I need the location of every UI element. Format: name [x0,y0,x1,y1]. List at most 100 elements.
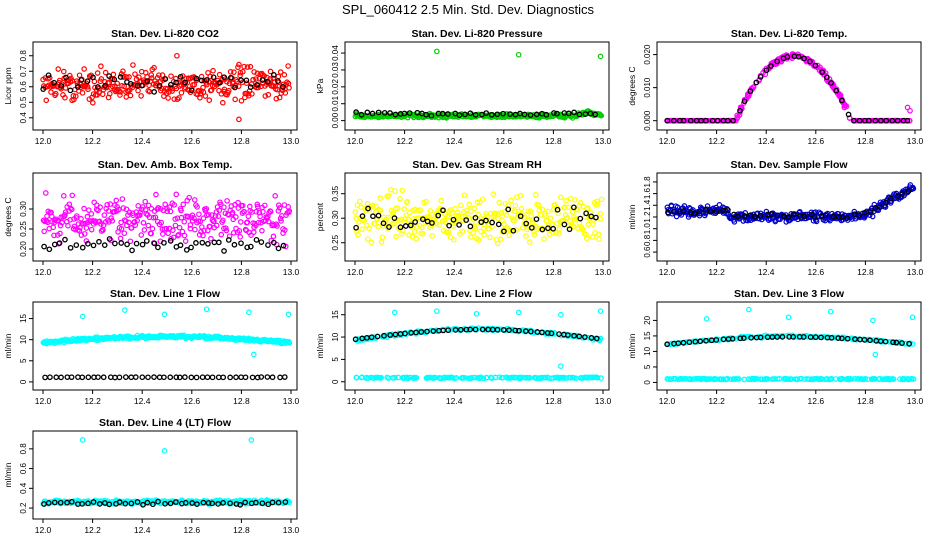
avg-point [364,109,371,116]
data-point [472,225,479,232]
data-point [547,215,554,221]
avg-point [227,500,233,507]
data-point [412,206,418,213]
data-point [241,63,247,70]
x-tick-label: 12.8 [545,136,562,146]
chart-title: Stan. Dev. Sample Flow [730,159,848,171]
y-tick-label: 0.04 [331,45,340,61]
avg-point [402,330,408,337]
outlier-point [746,306,752,313]
data-point [220,99,226,106]
y-tick-label: 0.4 [19,112,28,124]
data-point [275,73,282,80]
data-point [869,213,876,220]
data-point [563,215,570,222]
avg-point [593,214,599,221]
x-tick-label: 12.6 [496,396,513,406]
data-point [448,210,455,216]
avg-point [96,238,102,245]
y-tick-label: 0.6 [19,81,28,93]
data-point [254,201,261,208]
data-point [40,217,47,224]
outlier-point [872,351,879,358]
avg-point [401,110,408,117]
avg-point [664,341,670,348]
chart-panel: Stan. Dev. Amb. Box Temp. 12.0 12.2 12.4 12.… [3,159,300,277]
data-point [687,376,694,383]
data-point [386,193,392,199]
data-point [53,90,59,97]
data-point [145,202,152,209]
avg-point [828,334,835,341]
data-point [469,375,475,381]
data-point [366,225,372,232]
avg-point [812,214,818,220]
data-point [98,63,104,70]
avg-point [551,110,557,116]
avg-point [835,214,842,220]
x-tick-label: 12.8 [857,396,874,406]
avg-point [807,58,813,65]
data-point [163,225,170,232]
avg-point [359,213,366,219]
data-point [161,93,167,99]
data-point [181,218,188,225]
x-tick-label: 12.2 [396,267,413,277]
data-point [555,210,561,217]
y-tick-label: 0.03 [331,62,340,78]
data-point [233,214,239,220]
avg-point [583,210,589,217]
data-point [569,209,576,215]
data-point [68,206,75,213]
avg-point [381,332,387,339]
data-point [842,102,848,108]
y-tick-label: 0.010 [643,77,652,98]
data-point [594,201,601,207]
data-point [572,196,578,203]
data-point [244,219,251,226]
avg-point [456,112,463,118]
avg-point [458,326,464,333]
avg-point [737,335,744,342]
outlier-point [597,53,604,60]
avg-point [893,339,900,346]
avg-point [151,89,158,95]
avg-point [167,500,174,507]
data-point [597,216,604,222]
avg-point [800,334,807,340]
data-point [164,208,171,215]
avg-point [488,111,495,118]
y-axis-label: ml/min [315,333,325,358]
data-point [446,214,452,220]
outlier-point [558,363,564,369]
avg-point [528,224,535,231]
data-point [62,212,68,218]
data-point [490,191,497,197]
data-point [197,218,204,225]
data-point [81,66,87,72]
avg-point [353,109,359,115]
avg-point [905,188,912,195]
y-tick-label: 0.000 [643,110,652,131]
data-point [255,219,262,226]
data-point [598,196,605,203]
avg-point [79,374,86,381]
data-point [560,218,567,224]
data-point [120,68,126,75]
avg-point [162,76,169,82]
data-point [237,234,244,240]
data-point [217,201,224,208]
avg-point [687,117,694,124]
x-tick-label: 12.8 [233,396,250,406]
data-point [413,374,420,381]
data-point [596,236,602,242]
outlier-point [909,314,916,321]
data-point [191,197,198,203]
data-point [238,97,245,104]
data-point [372,220,378,227]
data-point [156,72,162,78]
data-point [126,209,133,216]
data-point [513,227,520,233]
avg-point [167,374,174,381]
outlier-point [391,309,398,316]
